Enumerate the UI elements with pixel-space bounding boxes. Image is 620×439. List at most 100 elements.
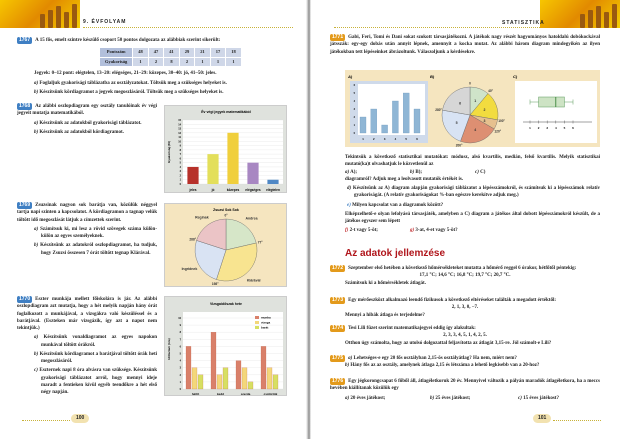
angle-label: 198° [212,282,219,286]
chart-title: Év végi jegyek matematikából [201,109,251,114]
score-table: Pontszám 48 47 41 29 21 17 18 Gyakoriság 1 2 8 2 1 1 1 [98,47,242,68]
subtask-c: c) Eszternek napi 8 óra alvásra van szük… [34,368,157,395]
angle-label: 280° [435,108,442,112]
header-illustration [0,0,80,28]
legend-swatch [255,316,259,319]
y-tick-label: 0 [180,183,182,186]
y-tick-label: 1 [180,179,182,182]
box [538,96,565,108]
pie-slice [225,218,257,251]
bar [381,124,388,134]
y-tick-label: 10 [178,140,181,143]
task-1773: 1773 Egy mérőeszközt alkalmazó leendő fiz… [330,297,600,319]
angle-label: 77° [258,241,264,245]
x-tick-label: csütörtök [264,392,278,396]
table-cell: 17 [209,47,227,58]
pie-slice [216,242,258,282]
y-tick-label: 9 [180,324,182,327]
slice-label: 2 [483,108,485,112]
x-tick-label: 2 [538,126,540,130]
abc-options: a) A); b) B); c) C) [345,169,486,175]
task-number: 1767 [17,37,33,45]
subtask-b: b) Készítsünk az adatokból kördiagramot. [34,129,124,135]
page-number: 101 [533,414,552,424]
values-line: 2, 3, 3, 4, 5, 1, 4, 2, 5. [443,333,487,339]
question-text: diagramról? Adjuk meg a leolvasott mutat… [345,176,464,182]
grades-bar-chart-svg: Év végi jegyek matematikából012345678910… [167,109,283,192]
slice-label: Andrea [245,216,257,220]
task-1775: 1775 a) Lehetséges-e egy 20 fős osztályba… [330,355,540,369]
bar [187,166,199,184]
bar [247,381,254,390]
slice-label: Ingridnek [182,267,198,271]
bar [207,154,219,184]
y-tick-label: 14 [178,123,181,126]
subtask-b: b) Készítsünk kördiagramot a barátjával … [34,351,157,364]
y-tick-label: 11 [178,136,181,139]
bar [185,346,192,390]
x-tick-label: 6 [572,126,574,130]
y-tick-label: 3 [354,108,356,111]
y-tick-label: 4 [180,360,182,363]
y-tick-label: 7 [180,338,182,341]
pie-slice [442,86,471,116]
subtask-a: a) Számítsuk ki, mi lesz a rövid szövege… [34,226,157,239]
table-cell: 41 [163,47,180,58]
y-tick-label: 6 [180,345,182,348]
task-number: 1770 [17,296,33,304]
task-1771: 1771 Gabi, Feri, Tomi és Dani sokat szoko… [330,34,600,56]
task-number: 1771 [330,34,346,42]
x-tick-label: 3 [384,137,386,141]
x-tick-label: közepes [227,188,240,192]
question-text: Számítsuk ki a hőmérsékletek átlagát. [345,280,426,286]
slice-label: 3 [483,119,485,123]
angle-label: 100° [498,119,505,123]
y-tick-label: 7 [180,153,182,156]
values-line: 17,1 °C; 14,6 °C; 16,8 °C; 19,7 °C; 20,7… [419,273,511,279]
dice-diagrams-svg: A) B) C) 0 1 2 3 4 5 6 1 2 3 4 5 6 1 2 3 4 5 6 0 40° 100° 120° 200… [347,74,597,148]
bar [260,346,267,390]
y-tick-label: 3 [180,170,182,173]
dice-diagrams-panel: A) B) C) 0 1 2 3 4 5 6 1 2 3 4 5 6 1 2 3 4 5 6 0 40° 100° 120° 200… [345,70,600,148]
grade-note: Jegyek: 0–12 pont: elégtelen, 13–20: elé… [34,71,217,77]
y-tick-label: 2 [180,174,182,177]
y-tick-label: 4 [354,100,356,103]
table-cell: 1 [225,56,242,68]
legend-swatch [255,321,259,324]
angle-label: 288° [189,238,196,242]
bar [222,367,229,390]
section-title: Az adatok jellemzése [345,248,446,259]
bar [392,100,399,134]
task-1768: 1768 Az alábbi oszlopdiagram egy osztály … [17,103,157,136]
y-tick-label: 5 [354,92,356,95]
y-tick-label: 6 [180,157,182,160]
pie-slice [460,114,495,144]
table-cell: 1 [194,56,211,68]
y-tick-label: 12 [178,132,181,135]
question-text: Mennyi a hibák átlaga és terjedelme? [345,312,425,318]
question-text: Tekintsük a következő statisztikai mutat… [345,155,600,168]
y-axis-label: Időtartam (óra) [167,338,171,359]
task-text: Gabi, Feri, Tomi és Dani sokat szokott t… [330,35,600,55]
task-1771-questions: Tekintsük a következő statisztikai mutat… [345,154,600,235]
page-gutter [306,0,311,439]
page-number: 100 [71,414,90,424]
subtask-a: a) Foglaljuk gyakorisági táblázatba az o… [34,80,227,86]
question-text: Otthon úgy számolta, hogy az utolsó dolg… [345,340,552,346]
y-tick-label: 5 [180,162,182,165]
table-cell: 1 [209,56,227,68]
bar [413,108,421,134]
friends-pie-chart: Zsuzsi Sok Sok Andrea Klárával Ingridnek Reg… [164,203,287,287]
y-tick-label: 0 [180,388,182,391]
y-tick-label: 8 [180,331,182,334]
y-tick-label: 6 [354,84,356,87]
week-grouped-bar-chart: Vizsgaidőszak hete 0 1 2 3 4 5 6 7 8 9 10 Időtartam … [164,296,287,396]
x-tick-label: kedd [217,392,224,396]
table-cell: 1 [132,56,149,68]
x-tick-label: 1 [529,126,531,130]
x-tick-label: 6 [416,137,418,141]
table-cell: 2 [178,56,196,68]
task-number: 1768 [17,103,33,111]
y-tick-label: 1 [354,124,356,127]
bar [370,108,377,134]
